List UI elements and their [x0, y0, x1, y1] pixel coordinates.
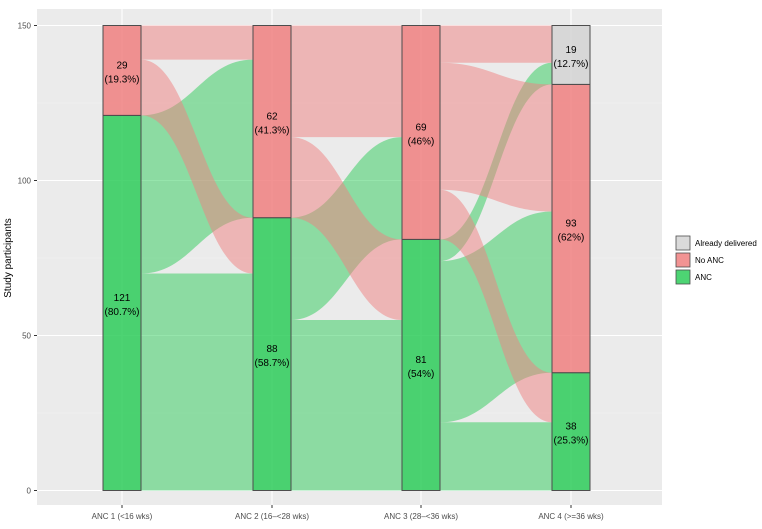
stage-bars [102, 25, 591, 492]
bar-count-label: 29 [116, 60, 128, 71]
x-tick-label: ANC 1 (<16 wks) [92, 512, 153, 521]
bar-count-label: 88 [266, 344, 278, 355]
legend-key-anc [675, 269, 691, 285]
bar-count-label: 121 [114, 293, 131, 304]
bar-segment-no_anc [551, 83, 591, 374]
bar-percent-label: (62%) [558, 233, 585, 244]
flow-no_anc-to-already_delivered [440, 25, 552, 63]
legend: Already delivered No ANC ANC [675, 235, 757, 285]
y-tick-label: 50 [22, 332, 31, 341]
bar-percent-label: (54%) [408, 369, 435, 380]
bar-percent-label: (46%) [408, 136, 435, 147]
bar-count-label: 93 [565, 219, 577, 230]
y-axis-title: Study participants [3, 218, 14, 298]
flow-ribbons [141, 25, 552, 491]
y-tick-label: 0 [27, 487, 32, 496]
flow-no_anc-to-anc [291, 137, 402, 320]
x-tick-label: ANC 3 (28–<36 wks) [384, 512, 458, 521]
bar-segment-already_delivered [551, 25, 591, 85]
bar-percent-label: (58.7%) [254, 358, 289, 369]
bar-count-label: 19 [565, 45, 577, 56]
bar-labels: 121 (80.7%) 29 (19.3%) 88 (58.7%) 62 (41.3%) 81 (… [104, 45, 588, 447]
bar-count-label: 38 [565, 422, 577, 433]
x-tick-label: ANC 2 (16–<28 wks) [235, 512, 309, 521]
flow-anc-to-anc [440, 422, 552, 491]
bar-segment-no_anc [401, 25, 441, 240]
x-axis: ANC 1 (<16 wks) ANC 2 (16–<28 wks) ANC 3 (… [92, 505, 604, 521]
bar-segment-no_anc [102, 25, 142, 116]
bar-count-label: 62 [266, 112, 278, 123]
bar-segment-anc [551, 372, 591, 492]
legend-label-already_delivered: Already delivered [695, 239, 757, 248]
flow-no_anc-to-no_anc [141, 25, 253, 60]
bar-segment-no_anc [252, 25, 292, 219]
legend-key-no_anc [675, 252, 691, 268]
bar-percent-label: (12.7%) [553, 59, 588, 70]
y-axis: 0 50 100 150 [18, 22, 37, 496]
bar-percent-label: (41.3%) [254, 126, 289, 137]
y-tick-label: 150 [18, 22, 32, 31]
bar-count-label: 81 [415, 355, 427, 366]
flow-no_anc-to-anc [141, 59, 253, 274]
legend-key-already_delivered [675, 235, 691, 251]
flow-anc-to-anc [291, 320, 402, 491]
bar-percent-label: (25.3%) [553, 436, 588, 447]
x-tick-label: ANC 4 (>=36 wks) [538, 512, 604, 521]
legend-label-anc: ANC [695, 273, 712, 282]
bar-percent-label: (80.7%) [104, 307, 139, 318]
bar-segment-anc [102, 114, 142, 492]
flow-no_anc-to-no_anc [291, 25, 402, 138]
bar-segment-anc [401, 238, 441, 491]
bar-count-label: 69 [415, 122, 427, 133]
flow-anc-to-anc [141, 273, 253, 491]
legend-label-no_anc: No ANC [695, 256, 724, 265]
y-tick-label: 100 [18, 177, 32, 186]
flow-no_anc-to-anc [440, 189, 552, 423]
flow-no_anc-to-no_anc [440, 62, 552, 212]
bar-percent-label: (19.3%) [104, 74, 139, 85]
